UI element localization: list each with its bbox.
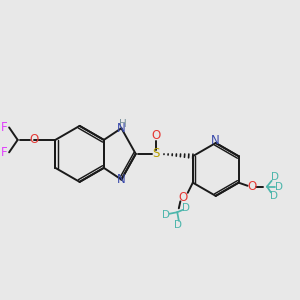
Text: S: S bbox=[152, 147, 160, 161]
Text: N: N bbox=[211, 134, 220, 147]
Text: F: F bbox=[1, 146, 7, 159]
Text: O: O bbox=[178, 191, 188, 204]
Text: D: D bbox=[162, 210, 170, 220]
Text: D: D bbox=[271, 172, 279, 182]
Text: N: N bbox=[117, 173, 126, 186]
Text: O: O bbox=[151, 129, 160, 142]
Text: N: N bbox=[117, 122, 126, 135]
Text: H: H bbox=[119, 118, 127, 129]
Text: F: F bbox=[1, 121, 7, 134]
Text: D: D bbox=[174, 220, 182, 230]
Text: O: O bbox=[248, 180, 257, 193]
Text: D: D bbox=[275, 182, 283, 191]
Text: D: D bbox=[270, 191, 278, 201]
Text: D: D bbox=[182, 202, 190, 212]
Text: O: O bbox=[29, 134, 39, 146]
